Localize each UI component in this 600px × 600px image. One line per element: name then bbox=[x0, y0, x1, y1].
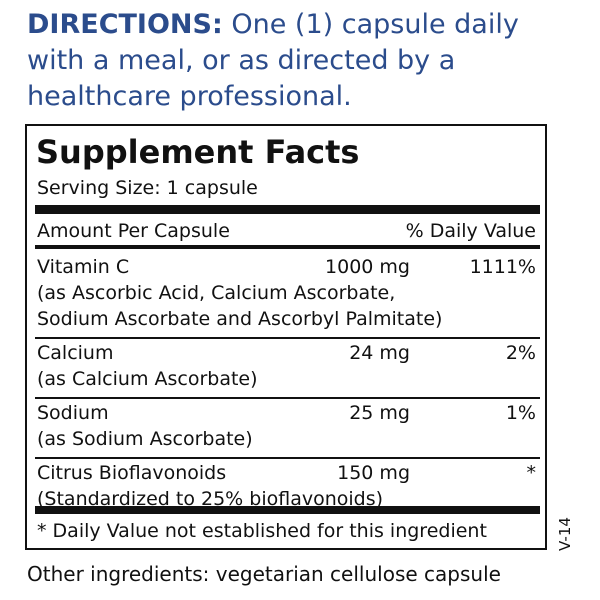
directions-text: with a meal, or as directed by a bbox=[27, 45, 456, 76]
facts-title: Supplement Facts bbox=[36, 133, 360, 171]
nutrient-note: (as Sodium Ascorbate) bbox=[37, 428, 253, 450]
thick-rule bbox=[35, 205, 540, 214]
nutrient-note: Sodium Ascorbate and Ascorbyl Palmitate) bbox=[37, 308, 443, 330]
serving-size: Serving Size: 1 capsule bbox=[37, 177, 258, 199]
directions-text: healthcare professional. bbox=[27, 81, 352, 112]
nutrient-dv: 1111% bbox=[469, 256, 536, 278]
product-code: V-14 bbox=[555, 517, 574, 551]
header-amount: Amount Per Capsule bbox=[37, 220, 230, 242]
nutrient-amount: 25 mg bbox=[349, 402, 410, 424]
nutrient-note: (as Ascorbic Acid, Calcium Ascorbate, bbox=[37, 282, 396, 304]
nutrient-name: Sodium bbox=[37, 402, 109, 424]
nutrient-dv: * bbox=[526, 462, 537, 484]
header-dv: % Daily Value bbox=[405, 220, 536, 242]
nutrient-amount: 24 mg bbox=[349, 342, 410, 364]
medium-rule bbox=[35, 245, 540, 249]
nutrient-note: (as Calcium Ascorbate) bbox=[37, 368, 258, 390]
other-ingredients: Other ingredients: vegetarian cellulose … bbox=[27, 562, 501, 586]
nutrient-name: Vitamin C bbox=[37, 256, 130, 278]
nutrient-name: Calcium bbox=[37, 342, 114, 364]
footnote: * Daily Value not established for this i… bbox=[37, 520, 487, 542]
directions-line: DIRECTIONS: One (1) capsule daily bbox=[27, 8, 519, 42]
nutrient-amount: 1000 mg bbox=[325, 256, 410, 278]
row-rule bbox=[35, 457, 540, 459]
directions-text: One (1) capsule daily bbox=[231, 9, 519, 40]
nutrient-dv: 2% bbox=[505, 342, 536, 364]
row-rule bbox=[35, 337, 540, 339]
directions-label: DIRECTIONS: bbox=[27, 9, 223, 40]
nutrient-dv: 1% bbox=[505, 402, 536, 424]
nutrient-name: Citrus Bioflavonoids bbox=[37, 462, 227, 484]
facts-panel bbox=[25, 124, 547, 550]
nutrient-note: (Standardized to 25% bioflavonoids) bbox=[37, 488, 384, 510]
row-rule bbox=[35, 397, 540, 399]
thick-rule bbox=[35, 506, 540, 514]
nutrient-amount: 150 mg bbox=[337, 462, 410, 484]
